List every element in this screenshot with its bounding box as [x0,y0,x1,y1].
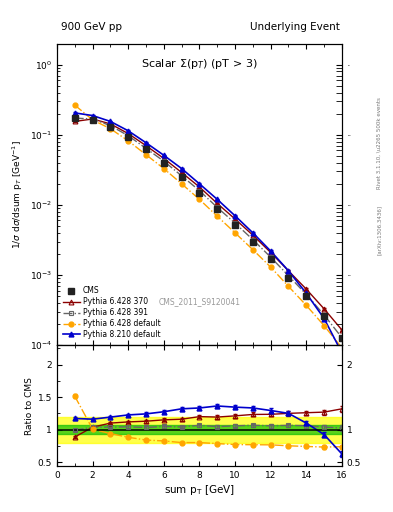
Bar [57,425,342,434]
Text: Underlying Event: Underlying Event [250,22,340,32]
Legend: CMS, Pythia 6.428 370, Pythia 6.428 391, Pythia 6.428 default, Pythia 8.210 defa: CMS, Pythia 6.428 370, Pythia 6.428 391,… [61,284,163,342]
Text: Rivet 3.1.10, \u2265 500k events: Rivet 3.1.10, \u2265 500k events [377,97,382,189]
Text: Scalar $\Sigma(\mathregular{p}_T)$ (pT > 3): Scalar $\Sigma(\mathregular{p}_T)$ (pT >… [141,57,258,71]
Text: 900 GeV pp: 900 GeV pp [61,22,122,32]
Y-axis label: Ratio to CMS: Ratio to CMS [25,377,33,435]
X-axis label: sum p$_\mathregular{T}$ [GeV]: sum p$_\mathregular{T}$ [GeV] [164,482,235,497]
Bar [57,417,342,442]
Text: CMS_2011_S9120041: CMS_2011_S9120041 [158,297,241,306]
Text: [arXiv:1306.3436]: [arXiv:1306.3436] [377,205,382,255]
Y-axis label: 1/$\sigma$ d$\sigma$/dsum p$_T$ [GeV$^{-1}$]: 1/$\sigma$ d$\sigma$/dsum p$_T$ [GeV$^{-… [11,140,26,249]
